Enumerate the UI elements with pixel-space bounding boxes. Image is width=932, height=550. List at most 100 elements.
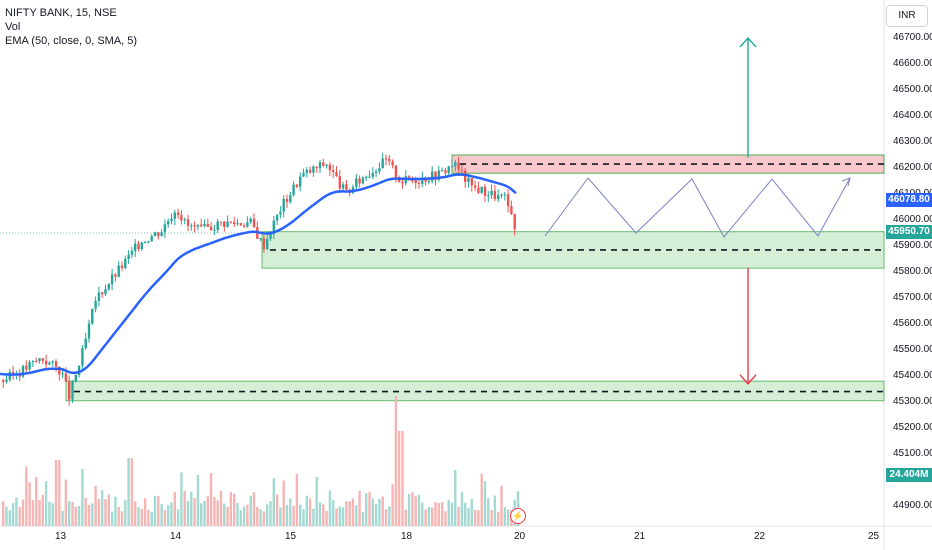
volume-bar	[424, 509, 427, 526]
candle-body	[365, 176, 368, 178]
volume-bar	[483, 481, 487, 526]
volume-tag: 24.404M	[886, 468, 932, 482]
candle-body	[308, 169, 312, 173]
price-tick-label: 45800.00	[893, 266, 932, 277]
candle-body	[223, 221, 226, 227]
volume-bar	[417, 494, 421, 526]
volume-bar	[117, 506, 120, 526]
candle-body	[338, 176, 341, 189]
volume-bar	[355, 505, 358, 526]
volume-bar	[506, 509, 510, 526]
symbol-title[interactable]: NIFTY BANK, 15, NSE	[5, 7, 117, 19]
volume-bar	[427, 507, 431, 526]
candle-body	[58, 366, 61, 375]
volume-bar	[120, 511, 124, 526]
last-price-tag: 45950.70	[886, 225, 932, 239]
chart-legend: NIFTY BANK, 15, NSE Vol EMA (50, close, …	[5, 6, 137, 48]
candle-body	[21, 365, 25, 377]
candle-body	[285, 198, 289, 202]
candle-body	[325, 164, 328, 166]
volume-bar	[64, 479, 68, 526]
volume-bar	[305, 495, 308, 526]
volume-bar	[163, 510, 167, 526]
volume-bar	[361, 511, 365, 526]
candle-body	[497, 194, 500, 200]
candle-body	[81, 348, 84, 366]
volume-indicator-label[interactable]: Vol	[5, 21, 21, 33]
volume-bar	[490, 509, 493, 526]
volume-bar	[365, 493, 368, 526]
candle-body	[513, 213, 516, 230]
lightning-icon[interactable]: ⚡	[510, 508, 526, 524]
candle-body	[176, 212, 180, 216]
volume-bar	[114, 496, 117, 526]
candle-body	[68, 381, 71, 400]
volume-bar	[299, 504, 302, 526]
volume-bar	[374, 503, 378, 526]
candle-body	[233, 222, 236, 225]
volume-bar	[447, 499, 450, 526]
volume-bar	[206, 496, 209, 526]
volume-bar	[308, 498, 312, 526]
candle-body	[480, 186, 483, 193]
volume-bar	[480, 473, 483, 526]
volume-bar	[394, 396, 398, 526]
volume-bar	[44, 481, 48, 526]
candle-body	[421, 177, 424, 184]
candle-body	[35, 360, 38, 362]
volume-bar	[351, 498, 355, 526]
candle-body	[345, 184, 348, 190]
volume-bar	[312, 508, 315, 526]
candle-body	[143, 242, 147, 244]
candle-body	[500, 194, 503, 196]
volume-bar	[147, 509, 150, 526]
candle-body	[371, 173, 374, 177]
candle-body	[266, 238, 269, 250]
candle-body	[97, 292, 101, 302]
candle-body	[361, 177, 365, 184]
volume-bar	[127, 458, 130, 526]
currency-button[interactable]: INR	[886, 5, 928, 27]
volume-bar	[252, 492, 256, 526]
volume-bar	[25, 466, 28, 526]
candle-body	[91, 308, 94, 324]
time-tick-label: 22	[754, 531, 766, 542]
volume-bar	[246, 504, 249, 526]
price-tick-label: 45200.00	[893, 422, 932, 433]
volume-bar	[262, 511, 266, 526]
candle-body	[467, 178, 470, 182]
candle-body	[150, 236, 153, 242]
price-tick-label: 46200.00	[893, 162, 932, 173]
volume-bar	[292, 505, 295, 526]
volume-bar	[101, 490, 104, 526]
volume-bar	[176, 509, 180, 526]
candle-body	[74, 374, 77, 382]
volume-bar	[51, 503, 54, 526]
candle-body	[368, 176, 371, 178]
volume-bar	[328, 490, 332, 526]
volume-bar	[236, 502, 239, 526]
candle-body	[417, 183, 421, 185]
candle-body	[450, 166, 454, 168]
candle-body	[252, 218, 256, 228]
volume-bar	[332, 500, 335, 526]
ema-indicator-label[interactable]: EMA (50, close, 0, SMA, 5)	[5, 35, 138, 47]
volume-bar	[200, 503, 203, 526]
volume-bar	[378, 498, 381, 526]
candle-body	[299, 176, 302, 187]
candle-body	[269, 234, 272, 239]
volume-bar	[358, 490, 361, 526]
candle-body	[262, 238, 266, 250]
volume-bar	[15, 497, 18, 526]
candle-body	[170, 218, 173, 222]
candle-body	[71, 381, 74, 400]
candle-body	[374, 171, 378, 174]
volume-bar	[170, 502, 173, 526]
volume-bar	[61, 510, 64, 526]
volume-bar	[275, 494, 279, 526]
candle-body	[447, 166, 450, 174]
volume-bar	[493, 495, 497, 526]
volume-bar	[130, 458, 134, 526]
volume-bar	[209, 472, 213, 526]
